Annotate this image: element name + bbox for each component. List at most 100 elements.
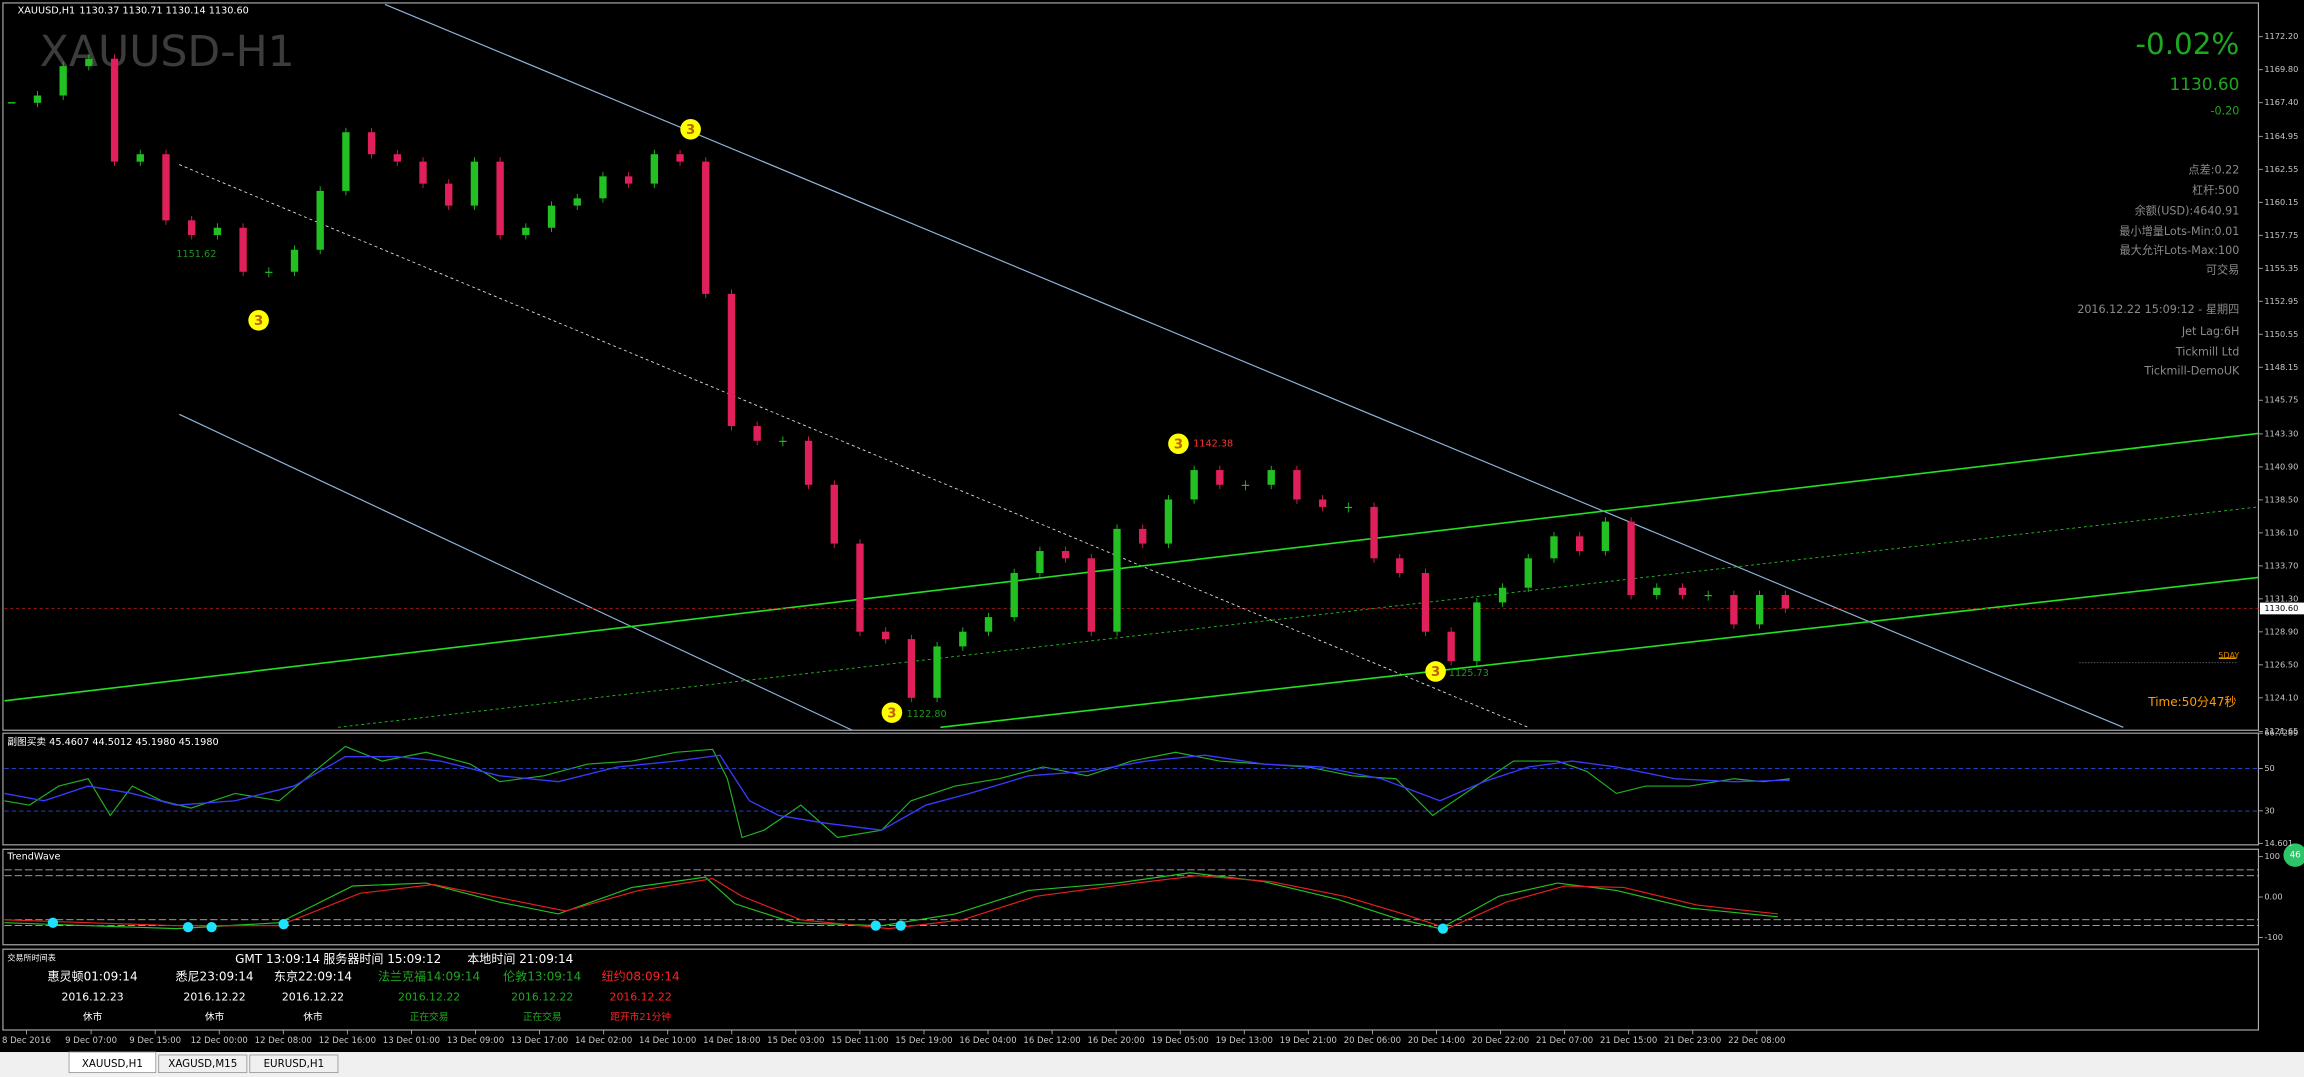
sessions: 惠灵顿01:09:14 2016.12.23 休市 悉尼23:09:14 2016.12… <box>47 969 679 1023</box>
candle <box>162 154 170 221</box>
x-tick-label: 12 Dec 00:00 <box>191 1036 248 1046</box>
x-tick-label: 14 Dec 18:00 <box>703 1036 760 1046</box>
signal-dot <box>1437 923 1449 934</box>
signal-dot <box>895 920 906 931</box>
candle <box>470 161 479 206</box>
y-tick-label: 1152.95 <box>2264 296 2298 306</box>
wave-label: 3 <box>1174 437 1183 452</box>
sub2-lines <box>4 869 2259 930</box>
candle <box>342 132 350 191</box>
timer: Time:50分47秒 <box>2147 695 2236 709</box>
signal-dot <box>47 917 59 928</box>
candle <box>1781 595 1789 609</box>
y-tick-label: 14.601 <box>2264 838 2293 848</box>
candle <box>1730 595 1738 625</box>
x-tick-label: 19 Dec 05:00 <box>1152 1036 1209 1046</box>
oscillator-signal <box>4 754 1790 831</box>
candle <box>445 183 453 206</box>
x-tick-label: 20 Dec 22:00 <box>1472 1036 1529 1046</box>
wave-marker <box>1425 661 1446 682</box>
candle <box>1370 506 1378 559</box>
candle <box>213 227 222 236</box>
candle <box>1601 521 1610 552</box>
candle <box>316 190 324 250</box>
tab[interactable] <box>68 1051 157 1074</box>
info-line: 余额(USD):4640.91 <box>2135 204 2240 218</box>
gmt: GMT 13:09:14 <box>235 952 320 966</box>
wave-label: 3 <box>254 314 263 329</box>
x-tick-label: 8 Dec 2016 <box>2 1036 51 1046</box>
y-tick-label: 1121.65 <box>2264 726 2298 736</box>
session-date: 2016.12.22 <box>282 991 344 1004</box>
x-tick-label: 13 Dec 01:00 <box>383 1036 440 1046</box>
y-tick-label: 1124.10 <box>2264 692 2298 702</box>
candle <box>804 440 813 485</box>
wave-line <box>4 872 1779 930</box>
session-city: 惠灵顿01:09:14 <box>47 970 137 984</box>
wave-marker <box>881 702 903 723</box>
tab-label[interactable]: XAUUSD,H1 <box>82 1058 143 1070</box>
y-tick-label: 1169.80 <box>2264 64 2298 74</box>
candle <box>1550 536 1558 559</box>
candle <box>1036 551 1044 574</box>
trend-lines <box>4 3 2259 731</box>
quote-price: 1130.60 <box>2170 74 2240 94</box>
tab[interactable] <box>249 1054 339 1074</box>
candle <box>1524 558 1532 588</box>
clock-title: 交易所时间表 <box>7 952 55 962</box>
y-tick-label: -100 <box>2264 932 2283 942</box>
info-line: 最大允许Lots-Max:100 <box>2120 243 2240 257</box>
x-tick-label: 21 Dec 07:00 <box>1536 1036 1593 1046</box>
y-tick-label: 1131.30 <box>2264 593 2298 603</box>
account-info: 点差:0.22 杠杆:500 余额(USD):4640.91 最小增量Lots-Min… <box>2077 162 2240 377</box>
session-city: 法兰克福14:09:14 <box>378 969 480 984</box>
wave-marker <box>680 119 701 140</box>
x-tick-label: 15 Dec 11:00 <box>831 1036 888 1046</box>
wave-label: 3 <box>1431 665 1440 680</box>
candle <box>624 176 633 184</box>
candle <box>727 293 736 427</box>
price-annotation: 1142.38 <box>1193 439 1233 450</box>
session-status: 休市 <box>205 1010 225 1023</box>
tab-label[interactable]: XAGUSD,M15 <box>168 1058 237 1070</box>
candle <box>1139 528 1147 544</box>
x-tick-label: 21 Dec 15:00 <box>1600 1036 1657 1046</box>
y-tick-label: 1155.35 <box>2264 263 2298 273</box>
candle <box>1241 484 1250 486</box>
info-line: Tickmill-DemoUK <box>2143 365 2240 378</box>
timer-period: 5DAY <box>2218 650 2239 660</box>
x-tick-label: 13 Dec 09:00 <box>447 1036 504 1046</box>
candle <box>753 426 761 441</box>
session-date: 2016.12.23 <box>61 991 123 1004</box>
signal-dot <box>206 921 217 933</box>
x-tick-label: 19 Dec 13:00 <box>1216 1036 1273 1046</box>
x-tick-label: 16 Dec 04:00 <box>959 1036 1016 1046</box>
tab-label[interactable]: EURUSD,H1 <box>264 1058 325 1070</box>
x-tick-label: 20 Dec 06:00 <box>1344 1036 1401 1046</box>
y-tick-label: 1148.15 <box>2264 362 2298 372</box>
quote-change: -0.20 <box>2210 105 2239 118</box>
candle <box>1164 499 1173 544</box>
channel-line <box>179 413 853 731</box>
y-tick-label: 1164.95 <box>2264 131 2298 141</box>
x-tick-label: 14 Dec 02:00 <box>575 1036 632 1046</box>
x-tick-label: 9 Dec 15:00 <box>129 1036 181 1046</box>
badge <box>2283 843 2304 867</box>
y-tick-label: 1167.40 <box>2264 97 2298 107</box>
session-status: 休市 <box>83 1010 103 1023</box>
x-tick-label: 22 Dec 08:00 <box>1728 1036 1785 1046</box>
channel-line <box>384 3 2124 728</box>
wave-marker <box>248 310 269 331</box>
symbol: XAUUSD,H1 <box>18 5 76 16</box>
sub2-header: TrendWave <box>6 852 60 863</box>
tab[interactable] <box>158 1054 248 1074</box>
candle <box>933 646 941 698</box>
y-tick-label: 1157.75 <box>2264 230 2298 240</box>
x-tick-label: 19 Dec 21:00 <box>1280 1036 1337 1046</box>
candle <box>1473 602 1481 662</box>
candle <box>1653 587 1661 596</box>
candle <box>265 271 273 273</box>
wave-label: 3 <box>686 123 695 138</box>
